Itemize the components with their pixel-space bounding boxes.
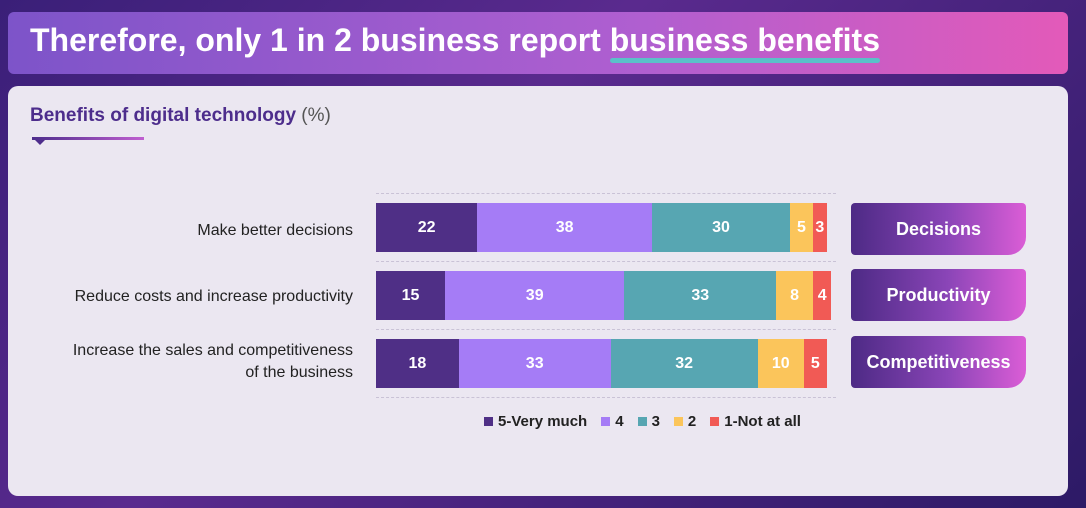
- stacked-bar: 22 38 30 5 3: [376, 203, 836, 252]
- title-underline: [32, 137, 144, 140]
- page-title: Therefore, only 1 in 2 business report b…: [30, 22, 881, 63]
- bar-segment: 32: [610, 339, 758, 388]
- legend-label: 2: [687, 413, 697, 430]
- chart-title: Benefits of digital technology (%): [30, 105, 331, 127]
- bar-segment: 30: [651, 203, 790, 252]
- page-title-prefix: Therefore, only 1 in 2 business report: [30, 22, 610, 58]
- row-label: of the business: [245, 364, 353, 381]
- bar-segment: 39: [445, 271, 625, 320]
- chart-title-text: Benefits of digital technology: [30, 105, 297, 126]
- stacked-bar: 15 39 33 8 4: [376, 271, 836, 320]
- legend-label: 5-Very much: [498, 413, 588, 430]
- chart-title-unit: (%): [301, 105, 331, 126]
- legend-item: 3: [637, 413, 660, 430]
- legend-label: 3: [651, 413, 660, 430]
- bar-segment: 4: [812, 271, 832, 320]
- legend-item: 1-Not at all: [710, 413, 801, 430]
- stacked-bar: 18 33 32 10 5: [376, 339, 836, 388]
- bar-segment: 38: [477, 203, 652, 252]
- bar-segment: 33: [624, 271, 777, 320]
- legend-swatch: [710, 417, 720, 426]
- legend-label: 4: [615, 413, 624, 430]
- gridline: [376, 329, 836, 330]
- row-label: Reduce costs and increase productivity: [74, 288, 353, 305]
- row-tag: Decisions: [851, 203, 1026, 255]
- bar-segment: 5: [803, 339, 827, 388]
- legend-label: 1-Not at all: [724, 413, 801, 430]
- gridline: [376, 397, 836, 398]
- legend-swatch: [484, 417, 493, 426]
- gridline: [376, 193, 836, 194]
- bar-segment: 8: [776, 271, 813, 320]
- gridline: [376, 261, 836, 262]
- title-banner: [8, 12, 1068, 74]
- legend-item: 2: [673, 413, 697, 430]
- legend-item: 5-Very much: [484, 413, 587, 430]
- row-label: Increase the sales and competitiveness: [72, 342, 353, 359]
- row-label: Make better decisions: [197, 222, 353, 239]
- bar-segment: 5: [789, 203, 813, 252]
- chart-legend: 5-Very much 4 3 2 1-Not at all: [484, 413, 801, 430]
- row-tag: Productivity: [851, 269, 1026, 321]
- legend-swatch: [601, 417, 611, 426]
- bar-segment: 18: [376, 339, 459, 388]
- bar-segment: 10: [757, 339, 804, 388]
- page-title-highlight: business benefits: [609, 22, 881, 63]
- bar-segment: 22: [376, 203, 478, 252]
- bar-segment: 15: [376, 271, 445, 320]
- legend-item: 4: [601, 413, 624, 430]
- legend-swatch: [637, 417, 647, 426]
- row-tag: Competitiveness: [851, 336, 1026, 388]
- bar-segment: 33: [458, 339, 611, 388]
- title-underline-pointer: [35, 140, 45, 145]
- legend-swatch: [673, 417, 683, 426]
- bar-segment: 3: [812, 203, 827, 252]
